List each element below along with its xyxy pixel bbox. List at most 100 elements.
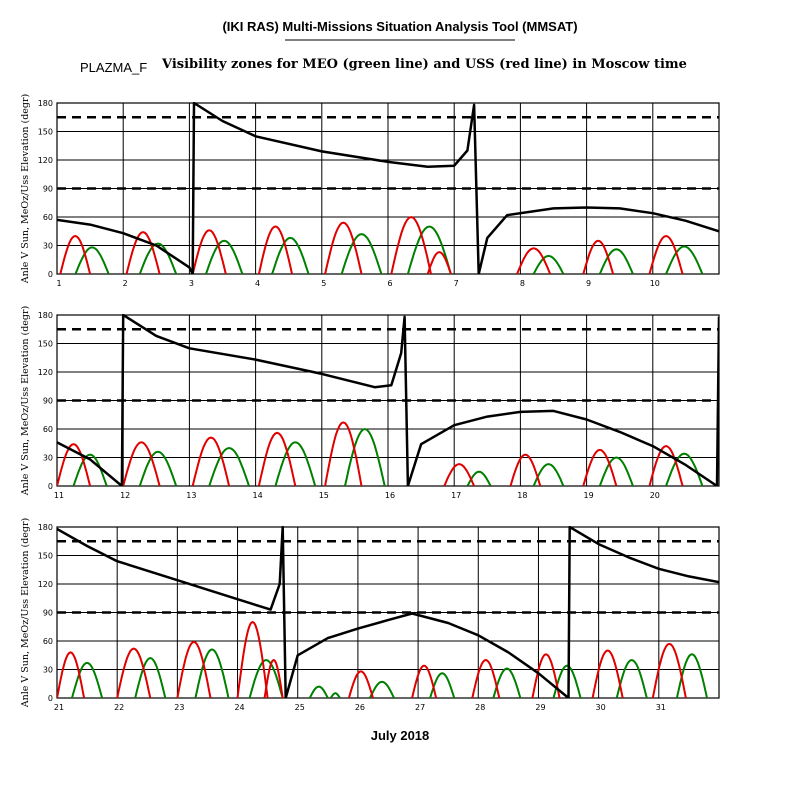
- meo-visibility-pass: [248, 658, 284, 698]
- uss-visibility-pass: [582, 239, 615, 274]
- x-tick-label: 23: [174, 703, 184, 712]
- y-tick-label: 120: [38, 580, 53, 589]
- y-axis-label: Anle V Sun, MeOz/Uss Elevation (degr): [20, 94, 31, 285]
- meo-visibility-pass: [368, 680, 395, 698]
- chart-subtitle: Visibility zones for MEO (green line) an…: [161, 57, 687, 72]
- uss-visibility-pass: [426, 251, 452, 274]
- y-tick-label: 180: [38, 99, 53, 108]
- meo-visibility-pass: [598, 248, 634, 274]
- y-tick-label: 90: [43, 397, 53, 406]
- uss-visibility-pass: [57, 443, 92, 486]
- x-tick-label: 6: [387, 279, 392, 288]
- uss-visibility-pass: [390, 215, 432, 274]
- meo-visibility-pass: [665, 245, 704, 274]
- uss-visibility-pass: [324, 221, 363, 274]
- uss-visibility-pass: [347, 670, 374, 698]
- x-tick-label: 28: [475, 703, 485, 712]
- y-tick-label: 60: [43, 213, 53, 222]
- y-tick-label: 120: [38, 156, 53, 165]
- x-tick-label: 22: [114, 703, 124, 712]
- x-tick-label: 2: [123, 279, 128, 288]
- sun-angle-line: [57, 314, 719, 486]
- meo-visibility-pass: [532, 254, 565, 274]
- uss-visibility-pass: [122, 441, 161, 486]
- y-tick-label: 180: [38, 311, 53, 320]
- sun-angle-line: [57, 102, 719, 274]
- y-tick-label: 150: [38, 128, 53, 137]
- x-tick-label: 19: [584, 491, 594, 500]
- meo-visibility-pass: [532, 463, 565, 486]
- meo-visibility-pass: [274, 441, 317, 486]
- x-tick-label: 16: [385, 491, 395, 500]
- x-tick-label: 12: [120, 491, 130, 500]
- x-tick-label: 15: [319, 491, 329, 500]
- x-tick-label: 21: [54, 703, 64, 712]
- y-tick-label: 30: [43, 454, 53, 463]
- x-tick-label: 5: [321, 279, 326, 288]
- x-tick-label: 27: [415, 703, 425, 712]
- meo-visibility-pass: [74, 246, 110, 274]
- meo-visibility-pass: [208, 446, 250, 486]
- plot-data-group: [57, 102, 719, 274]
- x-tick-label: 17: [451, 491, 461, 500]
- meo-visibility-pass: [271, 236, 310, 274]
- uss-visibility-pass: [263, 658, 284, 698]
- x-tick-label: 24: [234, 703, 244, 712]
- meo-visibility-pass: [552, 664, 582, 698]
- y-axis-label: Anle V Sun, MeOz/Uss Elevation (degr): [20, 306, 31, 497]
- y-tick-label: 150: [38, 552, 53, 561]
- x-tick-label: 18: [517, 491, 527, 500]
- plot-frame: [56, 102, 720, 275]
- y-tick-label: 90: [43, 185, 53, 194]
- uss-visibility-pass: [116, 647, 152, 698]
- meo-visibility-pass: [71, 661, 104, 698]
- plot-data-group: [57, 314, 719, 486]
- y-tick-label: 60: [43, 425, 53, 434]
- x-axis-label: July 2018: [371, 728, 430, 743]
- uss-visibility-pass: [257, 431, 297, 486]
- x-tick-label: 3: [189, 279, 194, 288]
- uss-visibility-pass: [411, 664, 438, 698]
- y-tick-label: 60: [43, 637, 53, 646]
- uss-visibility-pass: [531, 653, 561, 698]
- y-tick-label: 0: [48, 482, 53, 491]
- uss-visibility-pass: [509, 453, 542, 486]
- chart-panel-1: 0 30 60 90 120 150 180 1 2 3 4 5 6 7 8 9 10 Anle V Sun, M…: [20, 94, 720, 288]
- x-tick-label: 1: [56, 279, 61, 288]
- meo-visibility-pass: [138, 242, 178, 274]
- uss-visibility-pass: [443, 463, 476, 486]
- x-tick-label: 11: [54, 491, 64, 500]
- y-tick-label: 180: [38, 523, 53, 532]
- mission-name: PLAZMA_F: [80, 60, 147, 75]
- uss-visibility-pass: [516, 247, 552, 274]
- meo-visibility-pass: [72, 453, 108, 486]
- y-tick-label: 30: [43, 666, 53, 675]
- x-tick-label: 14: [253, 491, 263, 500]
- uss-visibility-pass: [591, 649, 624, 698]
- chart-panel-2: 0 30 60 90 120 150 180 11 12 13 14 15 16 17 18 19 20 Anle…: [20, 306, 720, 500]
- x-tick-label: 10: [650, 279, 660, 288]
- meo-visibility-pass: [134, 657, 167, 698]
- meo-visibility-pass: [194, 648, 230, 698]
- uss-visibility-pass: [648, 445, 684, 486]
- y-tick-label: 0: [48, 270, 53, 279]
- uss-visibility-pass: [59, 234, 92, 274]
- meo-visibility-pass: [598, 456, 634, 486]
- y-tick-label: 150: [38, 340, 53, 349]
- uss-visibility-pass: [125, 231, 161, 274]
- uss-visibility-pass: [324, 421, 363, 486]
- x-tick-label: 4: [255, 279, 260, 288]
- chart-panel-3: 0 30 60 90 120 150 180 21 22 23 24 25 26 27 28 29 30 31 An…: [20, 518, 720, 712]
- meo-visibility-pass: [492, 667, 522, 698]
- meo-visibility-pass: [329, 692, 341, 698]
- x-tick-label: 20: [650, 491, 660, 500]
- y-axis-label: Anle V Sun, MeOz/Uss Elevation (degr): [20, 518, 31, 709]
- x-tick-label: 29: [535, 703, 545, 712]
- plot-frame: [56, 526, 720, 699]
- uss-visibility-pass: [582, 448, 618, 486]
- meo-visibility-pass: [308, 685, 329, 698]
- x-tick-label: 8: [520, 279, 525, 288]
- uss-visibility-pass: [471, 658, 501, 698]
